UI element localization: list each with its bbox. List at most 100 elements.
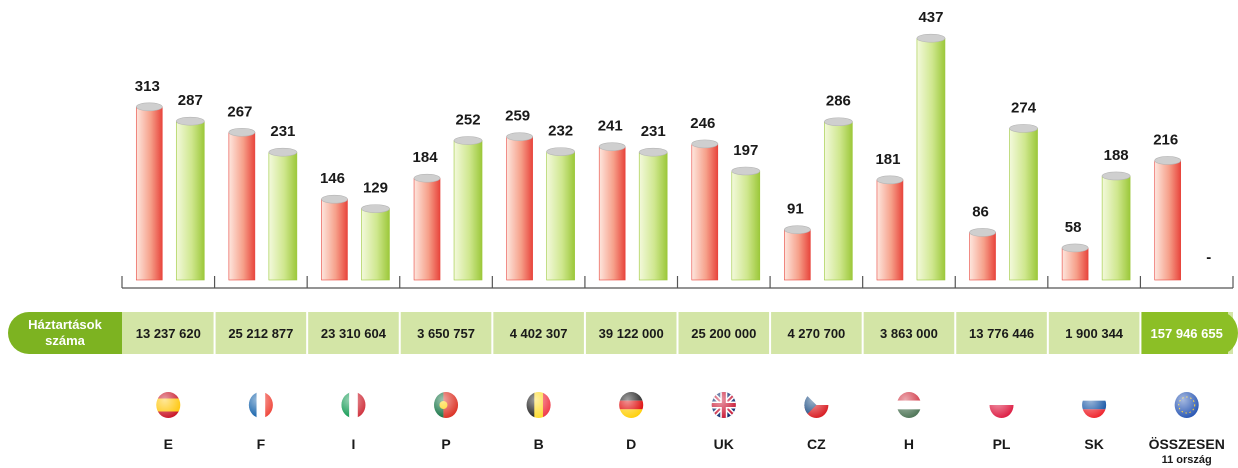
flag-shine [1082,392,1107,418]
table-cell: 39 122 000 [599,326,664,341]
flag-shine [434,392,459,418]
bar-cap [598,142,626,151]
value-label: - [1206,249,1211,266]
bar-cap [824,117,853,127]
table-cell: 3 863 000 [880,326,938,341]
value-label: 232 [548,123,573,140]
x-tick-label: F [257,436,266,452]
bar [228,127,256,281]
bar-body [1009,128,1038,281]
bar [453,136,483,281]
bar [638,147,668,281]
bar [784,225,811,281]
bar-cap [135,102,163,112]
table-cell: 1 900 344 [1065,326,1124,341]
bar-cap [916,33,946,43]
flag-shine [1174,392,1199,418]
bar [969,228,996,281]
table-cell: 13 237 620 [136,326,201,341]
bar-cap [361,204,390,213]
flag-shine [804,392,829,418]
table-total-end [1203,312,1238,354]
bar [413,173,441,281]
value-label: 259 [505,108,530,125]
flag-shine [341,392,366,418]
bar-body [784,229,811,281]
bar-body [453,140,483,281]
bar-body [506,136,533,281]
bar [824,117,853,281]
bar-cap [731,166,761,176]
value-label: 91 [787,201,804,218]
bar-body [598,146,626,281]
bar-body [916,37,946,281]
flag-shine [526,392,551,418]
value-label: 58 [1065,219,1082,236]
flag-shine [248,392,273,418]
bar-cap [1061,243,1089,253]
value-label: 241 [598,118,623,135]
bar-body [268,151,298,281]
bar-body [321,198,348,281]
bar-body [876,179,904,281]
bar [691,139,719,281]
value-label: 286 [826,93,851,110]
bar-cap [506,132,533,141]
bar-body [413,177,441,281]
bar [1009,124,1038,281]
bar-cap [175,116,205,126]
x-tick-label: I [352,436,356,452]
value-label: 184 [413,149,439,166]
value-label: 267 [227,103,252,120]
value-label: 287 [178,92,203,109]
value-label: 252 [456,112,481,129]
bar [731,166,761,281]
value-label: 216 [1153,131,1178,148]
bar-body [1154,160,1182,281]
x-tick-label: P [441,436,450,452]
bar-cap [1009,124,1038,133]
bar-cap [1101,171,1131,181]
table-cell: 25 212 877 [228,326,293,341]
table-cell: 3 650 757 [417,326,475,341]
table-cell: 25 200 000 [691,326,756,341]
bar [1061,243,1089,281]
value-label: 197 [733,142,758,159]
x-tick-label: H [904,436,914,452]
value-label: 129 [363,180,388,197]
bar [268,147,298,281]
value-label: 86 [972,203,989,220]
table-cell: 4 402 307 [510,326,568,341]
table-cell: 13 776 446 [969,326,1034,341]
bar [598,142,626,281]
bar [916,33,946,281]
bar-body [546,151,575,281]
bar [506,132,533,281]
bar-body [1101,175,1131,281]
bar-body [175,120,205,281]
value-label: 231 [270,123,295,140]
bar [321,194,348,281]
value-label: 146 [320,170,345,187]
bar [1154,156,1182,281]
bar [876,175,904,281]
value-label: 188 [1104,147,1129,164]
x-tick-label: D [626,436,636,452]
bar-cap [321,194,348,204]
bar [1101,171,1131,281]
table-header: Háztartások [28,317,102,332]
bar-body [969,232,996,281]
x-tick-label: UK [714,436,734,452]
flag-shine [896,392,921,418]
value-label: 246 [690,115,715,132]
value-label: 274 [1011,99,1037,116]
value-label: 181 [875,151,900,168]
bar-body [731,170,761,281]
bar-cap [691,139,719,149]
table-cell: 23 310 604 [321,326,387,341]
value-label: 313 [135,78,160,95]
x-tick-label: SK [1084,436,1103,452]
bar-cap [1154,156,1182,165]
